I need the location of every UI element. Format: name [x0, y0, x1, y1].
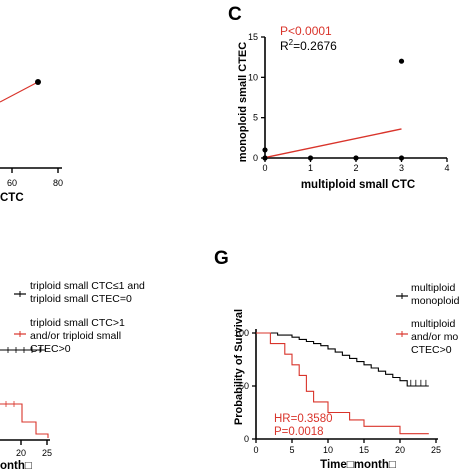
c-data-point — [307, 155, 314, 161]
c-x-tick-label: 4 — [444, 163, 449, 173]
c-x-tick-label: 0 — [262, 163, 267, 173]
g-p-value: P=0.0018 — [274, 426, 324, 438]
g-legend-1-line-2: monoploid — [411, 295, 460, 307]
g-y-tick-label: 0 — [244, 434, 249, 444]
panel-c-letter: C — [228, 4, 242, 25]
panel-b-partial: 60 80 CTC — [0, 79, 63, 204]
f-x-tick-label-20: 20 — [16, 448, 26, 458]
c-x-tick-label: 1 — [308, 163, 313, 173]
b-x-axis-label: CTC — [0, 192, 24, 204]
panel-g: G Probability of Survival multiploid mon… — [214, 248, 460, 471]
b-fit-line — [0, 81, 39, 103]
c-data-point — [398, 58, 405, 64]
f-x-axis-label: onth□ — [0, 460, 32, 472]
c-y-tick-label: 0 — [253, 153, 258, 163]
c-y-tick-label: 5 — [253, 113, 258, 123]
f-legend-2-line-2: and/or triploid small — [30, 330, 121, 342]
f-legend-2-line-3: CTEC>0 — [30, 343, 71, 355]
g-legend-2-line-3: CTEC>0 — [411, 344, 452, 356]
g-legend-2-line-1: multiploid — [411, 318, 456, 330]
f-km-curve-red — [0, 403, 49, 438]
c-y-tick-label: 15 — [248, 32, 258, 42]
g-km-curve-black — [256, 332, 429, 387]
c-data-point — [262, 147, 268, 153]
c-x-tick-label: 3 — [399, 163, 404, 173]
f-legend-2-line-1: triploid small CTC>1 — [30, 317, 125, 329]
g-x-tick-label: 20 — [395, 445, 405, 455]
c-fit-line — [264, 128, 402, 159]
g-x-tick-label: 25 — [431, 445, 441, 455]
g-y-tick-label: 100 — [234, 328, 249, 338]
c-r-squared: R2=0.2676 — [280, 38, 337, 53]
b-x-tick-label-60: 60 — [7, 178, 17, 188]
f-legend-1-line-2: triploid small CTEC=0 — [30, 293, 132, 305]
g-hr-value: HR=0.3580 — [274, 413, 333, 425]
b-data-point — [35, 79, 41, 85]
c-y-tick-label: 10 — [248, 72, 258, 82]
panel-c: C monoploid small CTEC P<0.0001 R2=0.267… — [228, 4, 450, 191]
panel-g-letter: G — [214, 248, 229, 269]
f-legend-1-line-1: triploid small CTC≤1 and — [30, 280, 145, 292]
panel-f-partial: triploid small CTC≤1 and triploid small … — [0, 280, 145, 472]
c-x-axis-label: multiploid small CTC — [301, 179, 415, 191]
g-km-curve-red — [256, 332, 429, 435]
g-x-tick-label: 10 — [323, 445, 333, 455]
c-data-point — [262, 155, 268, 161]
f-x-tick-label-25: 25 — [42, 448, 52, 458]
g-y-tick-label: 50 — [239, 381, 249, 391]
c-data-point — [398, 155, 405, 161]
c-plot-area: 0 5 10 15 0 1 2 3 4 — [248, 32, 450, 173]
g-x-axis-label: Time□month□ — [320, 459, 396, 471]
c-y-axis-label: monoploid small CTEC — [237, 42, 249, 162]
b-x-tick-label-80: 80 — [53, 178, 63, 188]
g-legend-2-line-2: and/or mo — [411, 331, 458, 343]
c-data-point — [353, 155, 359, 161]
c-x-tick-label: 2 — [353, 163, 358, 173]
g-x-tick-label: 15 — [359, 445, 369, 455]
g-plot-area: 0 50 100 0 5 10 15 20 25 — [234, 328, 441, 455]
g-legend-1-line-1: multiploid — [411, 282, 456, 294]
c-p-value: P<0.0001 — [280, 24, 332, 38]
g-x-tick-label: 0 — [253, 445, 258, 455]
g-x-tick-label: 5 — [289, 445, 294, 455]
g-y-axis-label: Probability of Survival — [233, 309, 245, 425]
